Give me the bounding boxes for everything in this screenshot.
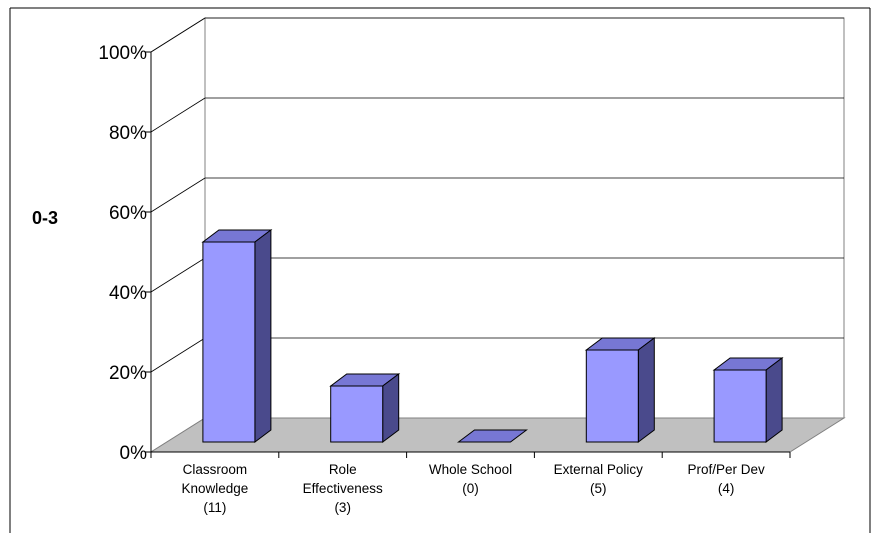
category-label-line: (5) xyxy=(590,481,607,496)
bar xyxy=(457,429,528,443)
bar-side xyxy=(637,337,655,443)
category-label-line: (4) xyxy=(718,481,735,496)
category-label: Whole School (0) xyxy=(429,462,512,496)
category-label-line: (11) xyxy=(203,500,226,515)
category-label-line: Whole School xyxy=(429,462,512,477)
y-tick-label: 0% xyxy=(120,443,148,464)
gridlines xyxy=(150,17,844,373)
bars xyxy=(201,229,784,443)
x-axis-labels: Classroom Knowledge (11) Role Effectiveness (… xyxy=(150,451,791,515)
category-label: External Policy (5) xyxy=(554,462,644,496)
y-axis-label: 0-3 xyxy=(32,208,58,228)
category-label: Role Effectiveness (3) xyxy=(303,462,383,515)
category-label: Prof/Per Dev (4) xyxy=(687,462,765,496)
bar-front xyxy=(202,241,256,443)
category-label-line: Classroom xyxy=(183,462,248,477)
back-wall xyxy=(204,17,845,419)
bar-front xyxy=(713,369,767,443)
y-tick-label: 60% xyxy=(109,203,147,224)
bar xyxy=(584,337,656,443)
gridline-side xyxy=(150,97,206,133)
category-label-line: Knowledge xyxy=(181,481,248,496)
bar-side xyxy=(382,373,400,443)
category-label-line: Prof/Per Dev xyxy=(687,462,765,477)
side-wall xyxy=(150,17,206,453)
bar-front xyxy=(585,349,639,443)
bar-side xyxy=(254,229,272,443)
category-label-line: Effectiveness xyxy=(303,481,383,496)
gridline-side xyxy=(150,17,206,53)
y-tick-label: 20% xyxy=(109,363,147,384)
bar-side xyxy=(765,357,783,443)
gridline-side xyxy=(150,337,206,373)
bar xyxy=(712,357,784,443)
y-tick-label: 80% xyxy=(109,123,147,144)
bar xyxy=(201,229,273,443)
y-axis-ticks: 0% 20% 40% 60% 80% 100% xyxy=(98,43,152,464)
category-label-line: Role xyxy=(329,462,357,477)
bar-front xyxy=(330,385,384,443)
category-label-line: (0) xyxy=(462,481,479,496)
gridline-side xyxy=(150,177,206,213)
category-label: Classroom Knowledge (11) xyxy=(181,462,248,515)
bar-top xyxy=(457,429,528,443)
y-tick-label: 100% xyxy=(98,43,147,64)
bar xyxy=(329,373,401,443)
category-label-line: (3) xyxy=(334,500,351,515)
chart-border xyxy=(9,7,871,533)
gridline-side xyxy=(150,257,206,293)
category-label-line: External Policy xyxy=(554,462,644,477)
y-tick-label: 40% xyxy=(109,283,147,304)
